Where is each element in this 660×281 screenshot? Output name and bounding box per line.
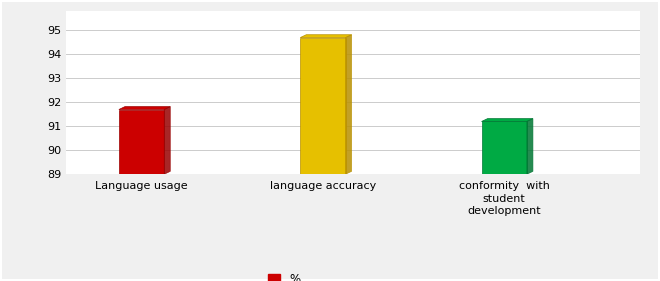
- Polygon shape: [164, 106, 170, 174]
- Legend: %: %: [268, 273, 300, 281]
- Polygon shape: [482, 119, 533, 121]
- Polygon shape: [346, 35, 352, 174]
- Polygon shape: [527, 119, 533, 174]
- Bar: [482, 121, 527, 174]
- Bar: [300, 38, 346, 174]
- Polygon shape: [300, 35, 352, 38]
- Polygon shape: [119, 106, 170, 110]
- Bar: [119, 110, 164, 174]
